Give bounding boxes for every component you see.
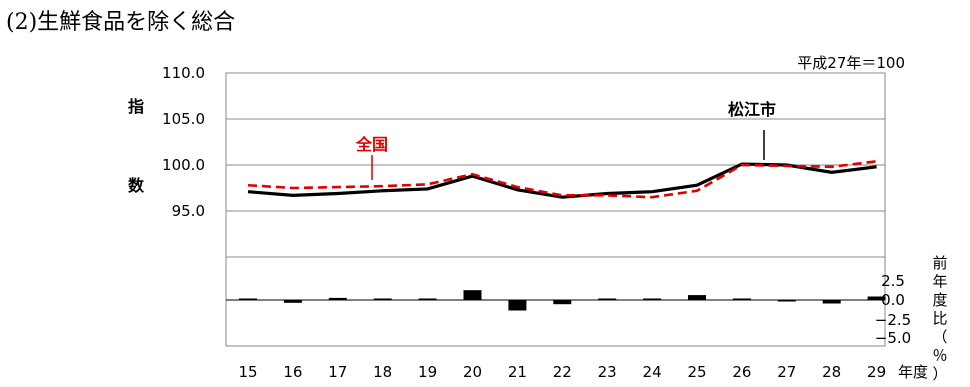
x-tick-label: 17 bbox=[328, 363, 347, 381]
yoy-bar bbox=[418, 298, 437, 300]
yoy-label-char: ） bbox=[932, 365, 947, 383]
yoy-label-char: 前 bbox=[932, 254, 947, 272]
yoy-bar bbox=[867, 296, 886, 300]
x-tick-label: 29 bbox=[867, 363, 886, 381]
x-tick-label: 24 bbox=[643, 363, 662, 381]
y2-tick-label: 0.0 bbox=[881, 291, 905, 309]
yoy-bar bbox=[732, 298, 751, 300]
yoy-label-char: 比 bbox=[932, 310, 947, 328]
x-tick-label: 23 bbox=[598, 363, 617, 381]
y-tick-label: 95.0 bbox=[172, 202, 205, 220]
yoy-bar bbox=[239, 298, 257, 300]
yoy-bar bbox=[553, 300, 572, 305]
x-tick-label: 25 bbox=[687, 363, 706, 381]
yoy-bar bbox=[328, 297, 347, 300]
yoy-bar bbox=[688, 295, 706, 300]
yoy-bar bbox=[822, 300, 841, 304]
x-tick-label: 19 bbox=[418, 363, 437, 381]
yoy-label-char: （ bbox=[932, 328, 947, 346]
x-tick-label: 20 bbox=[463, 363, 482, 381]
x-tick-label: 27 bbox=[777, 363, 796, 381]
x-tick-label: 15 bbox=[238, 363, 257, 381]
x-tick-label: 18 bbox=[373, 363, 392, 381]
y-label-top: 指 bbox=[128, 97, 144, 116]
y2-tick-label: −2.5 bbox=[875, 311, 911, 329]
x-tick-label: 28 bbox=[822, 363, 841, 381]
yoy-bar bbox=[283, 300, 302, 303]
x-tick-label: 22 bbox=[553, 363, 572, 381]
series-lines bbox=[247, 160, 877, 199]
series-line-zenkoku bbox=[247, 160, 877, 199]
plot-area bbox=[225, 72, 886, 347]
x-tick-label: 26 bbox=[732, 363, 751, 381]
x-axis-unit: 年度 bbox=[898, 363, 928, 381]
y-tick-label: 100.0 bbox=[162, 156, 205, 174]
x-tick-label: 16 bbox=[283, 363, 302, 381]
yoy-label-char: 年 bbox=[932, 273, 947, 291]
yoy-bar bbox=[373, 298, 392, 300]
section-heading: (2)生鮮食品を除く総合 bbox=[6, 10, 236, 35]
yoy-bar bbox=[508, 300, 527, 311]
yoy-bar bbox=[598, 298, 617, 300]
yoy-bar bbox=[643, 298, 662, 300]
base-year-note: 平成27年＝100 bbox=[797, 54, 905, 72]
y-label-bottom: 数 bbox=[128, 176, 145, 195]
axis-ticks: 110.0 105.0 100.0 95.0 2.50.0 −2.5−5.0 15 16 17 1… bbox=[162, 64, 911, 381]
series-label-matsue: 松江市 bbox=[728, 100, 776, 119]
y2-tick-label: 2.5 bbox=[881, 272, 905, 290]
x-tick-label: 21 bbox=[508, 363, 527, 381]
y-tick-label: 110.0 bbox=[162, 64, 205, 82]
series-label-zenkoku: 全国 bbox=[355, 135, 388, 154]
yoy-bar bbox=[463, 290, 482, 300]
yoy-label-char: ％ bbox=[932, 347, 947, 365]
y2-tick-label: −5.0 bbox=[875, 329, 911, 347]
yoy-bars bbox=[239, 290, 886, 311]
yoy-label-char: 度 bbox=[932, 291, 947, 309]
y-tick-label: 105.0 bbox=[162, 110, 205, 128]
yoy-bar bbox=[777, 300, 796, 302]
